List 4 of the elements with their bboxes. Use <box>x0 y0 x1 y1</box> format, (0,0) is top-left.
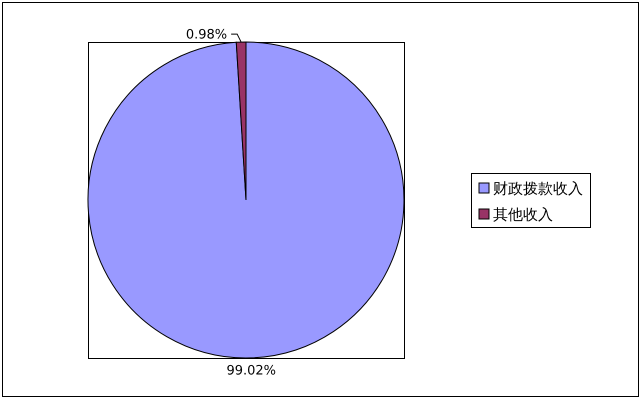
data-label: 99.02% <box>226 363 276 378</box>
data-label: 0.98% <box>186 28 228 43</box>
legend-label: 其他收入 <box>493 205 553 224</box>
legend-label: 财政拨款收入 <box>493 179 583 198</box>
